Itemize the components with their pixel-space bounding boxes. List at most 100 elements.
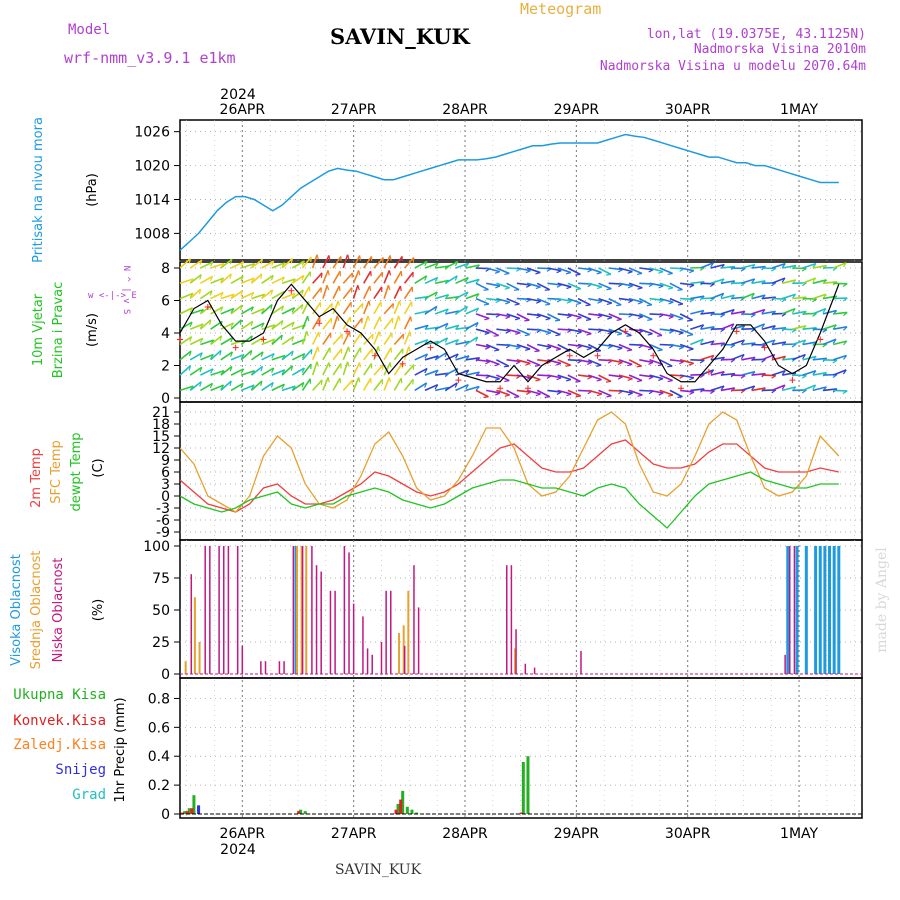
- wind-arrow: [567, 374, 581, 383]
- wind-arrow: [649, 389, 664, 394]
- wind-arrow: [465, 278, 480, 285]
- wind-arrow: [393, 300, 401, 315]
- wind-arrow: [833, 325, 848, 330]
- wind-arrow: [628, 267, 643, 275]
- wind-arrow: [240, 262, 255, 269]
- wind-arrow: [220, 365, 233, 376]
- wind-arrow: [271, 369, 286, 376]
- wind-arrow-head: [647, 318, 653, 321]
- wind-arrow-head: [199, 274, 202, 280]
- wind-arrow: [639, 328, 653, 335]
- wind-arrow: [526, 374, 541, 381]
- wind-arrow: [414, 324, 429, 330]
- precip-bar: [401, 790, 405, 814]
- wind-arrow-head: [290, 258, 294, 264]
- wind-arrow-head: [545, 317, 551, 321]
- wind-arrow-head: [465, 369, 470, 375]
- wind-arrow: [281, 307, 296, 315]
- wind-arrow: [669, 313, 684, 320]
- wind-arrow: [608, 359, 623, 364]
- wind-arrow: [782, 386, 796, 392]
- legend-conv-rain: Konvek.Kisa: [13, 713, 106, 729]
- wind-arrow: [496, 297, 511, 303]
- wind-arrow: [649, 267, 664, 273]
- cloud-bar: [260, 661, 262, 674]
- wind-arrow-head: [617, 347, 623, 351]
- wind-arrow-head: [316, 254, 320, 260]
- wind-arrow: [710, 292, 725, 300]
- wind-arrow: [802, 370, 817, 376]
- bottom-date-label: 30APR: [665, 826, 711, 842]
- legend-snow: Snijeg: [55, 762, 106, 778]
- wind-arrow-head: [494, 363, 500, 367]
- wind-arrow-head: [842, 262, 847, 268]
- wind-arrow: [301, 348, 313, 361]
- wind-arrow: [251, 351, 264, 361]
- wind-arrow-head: [534, 364, 541, 367]
- wind-arrow-head: [555, 334, 561, 337]
- wind-arrow: [638, 297, 653, 306]
- precip-bar: [405, 806, 409, 814]
- wind-arrow: [393, 315, 400, 330]
- wind-arrow: [261, 338, 275, 346]
- wind-arrow-head: [566, 393, 572, 397]
- wind-arrow-head: [291, 307, 296, 313]
- wind-arrow-head: [320, 272, 323, 278]
- wind-arrow: [240, 335, 253, 346]
- wind-arrow: [588, 389, 603, 395]
- wind-arrow: [639, 374, 654, 378]
- wind-arrow: [403, 331, 411, 345]
- wind-arrow: [516, 282, 531, 286]
- wind-arrow: [455, 369, 470, 376]
- wind-arrow-head: [525, 270, 531, 274]
- wind-arrow: [291, 260, 305, 269]
- cloud-label-2: Srednja Oblacnost: [29, 551, 44, 670]
- temp-line-2: [179, 471, 839, 529]
- wind-arrow: [485, 267, 500, 273]
- wind-arrow: [445, 295, 460, 300]
- wind-arrow: [771, 341, 786, 346]
- wind-arrow: [373, 378, 384, 391]
- wind-arrow: [342, 287, 353, 300]
- wind-arrow: [311, 346, 319, 361]
- wind-arrow-head: [189, 336, 193, 342]
- wind-arrow-head: [677, 303, 683, 306]
- wind-arrow: [720, 265, 735, 269]
- wind-arrow-head: [822, 329, 828, 333]
- wind-arrow: [189, 288, 202, 300]
- wind-arrow: [792, 339, 806, 346]
- top-date-label: 29APR: [554, 102, 600, 118]
- temp-line-1: [179, 411, 840, 513]
- wind-arrow: [649, 328, 663, 337]
- wind-arrow-head: [596, 379, 602, 382]
- wind-arrow: [547, 267, 562, 272]
- wind-arrow-head: [301, 382, 305, 388]
- wind-arrow: [486, 389, 501, 394]
- wind-arrow-head: [535, 271, 541, 275]
- temp-line-0: [179, 439, 839, 513]
- wind-arrow: [322, 347, 331, 361]
- cloud-bar: [417, 607, 420, 674]
- cloud-bar: [227, 546, 230, 674]
- wind-arrow: [598, 328, 613, 333]
- wind-arrow: [230, 319, 242, 330]
- wind-arrow: [771, 326, 787, 330]
- wind-arrow: [506, 297, 520, 305]
- wind-arrow-head: [636, 272, 643, 276]
- wind-arrow-head: [781, 277, 786, 283]
- cloud-bar: [413, 565, 415, 674]
- wind-arrow-head: [199, 338, 204, 344]
- pressure-tick-label: 1014: [134, 192, 170, 208]
- wind-arrow-head: [647, 333, 653, 336]
- wind-arrow-head: [822, 293, 827, 299]
- wind-arrow: [659, 328, 674, 332]
- cloud-tick-label: 50: [152, 603, 170, 619]
- wind-arrow: [373, 301, 382, 315]
- wind-arrow: [445, 260, 459, 269]
- y-tick-labels: 102610201014100886420211815129630-3-6-91…: [134, 125, 180, 823]
- wind-arrow: [250, 380, 263, 391]
- wind-arrow-head: [710, 262, 715, 268]
- wind-arrow-head: [607, 345, 613, 350]
- wind-arrow: [557, 359, 571, 367]
- cloud-bar: [371, 654, 373, 674]
